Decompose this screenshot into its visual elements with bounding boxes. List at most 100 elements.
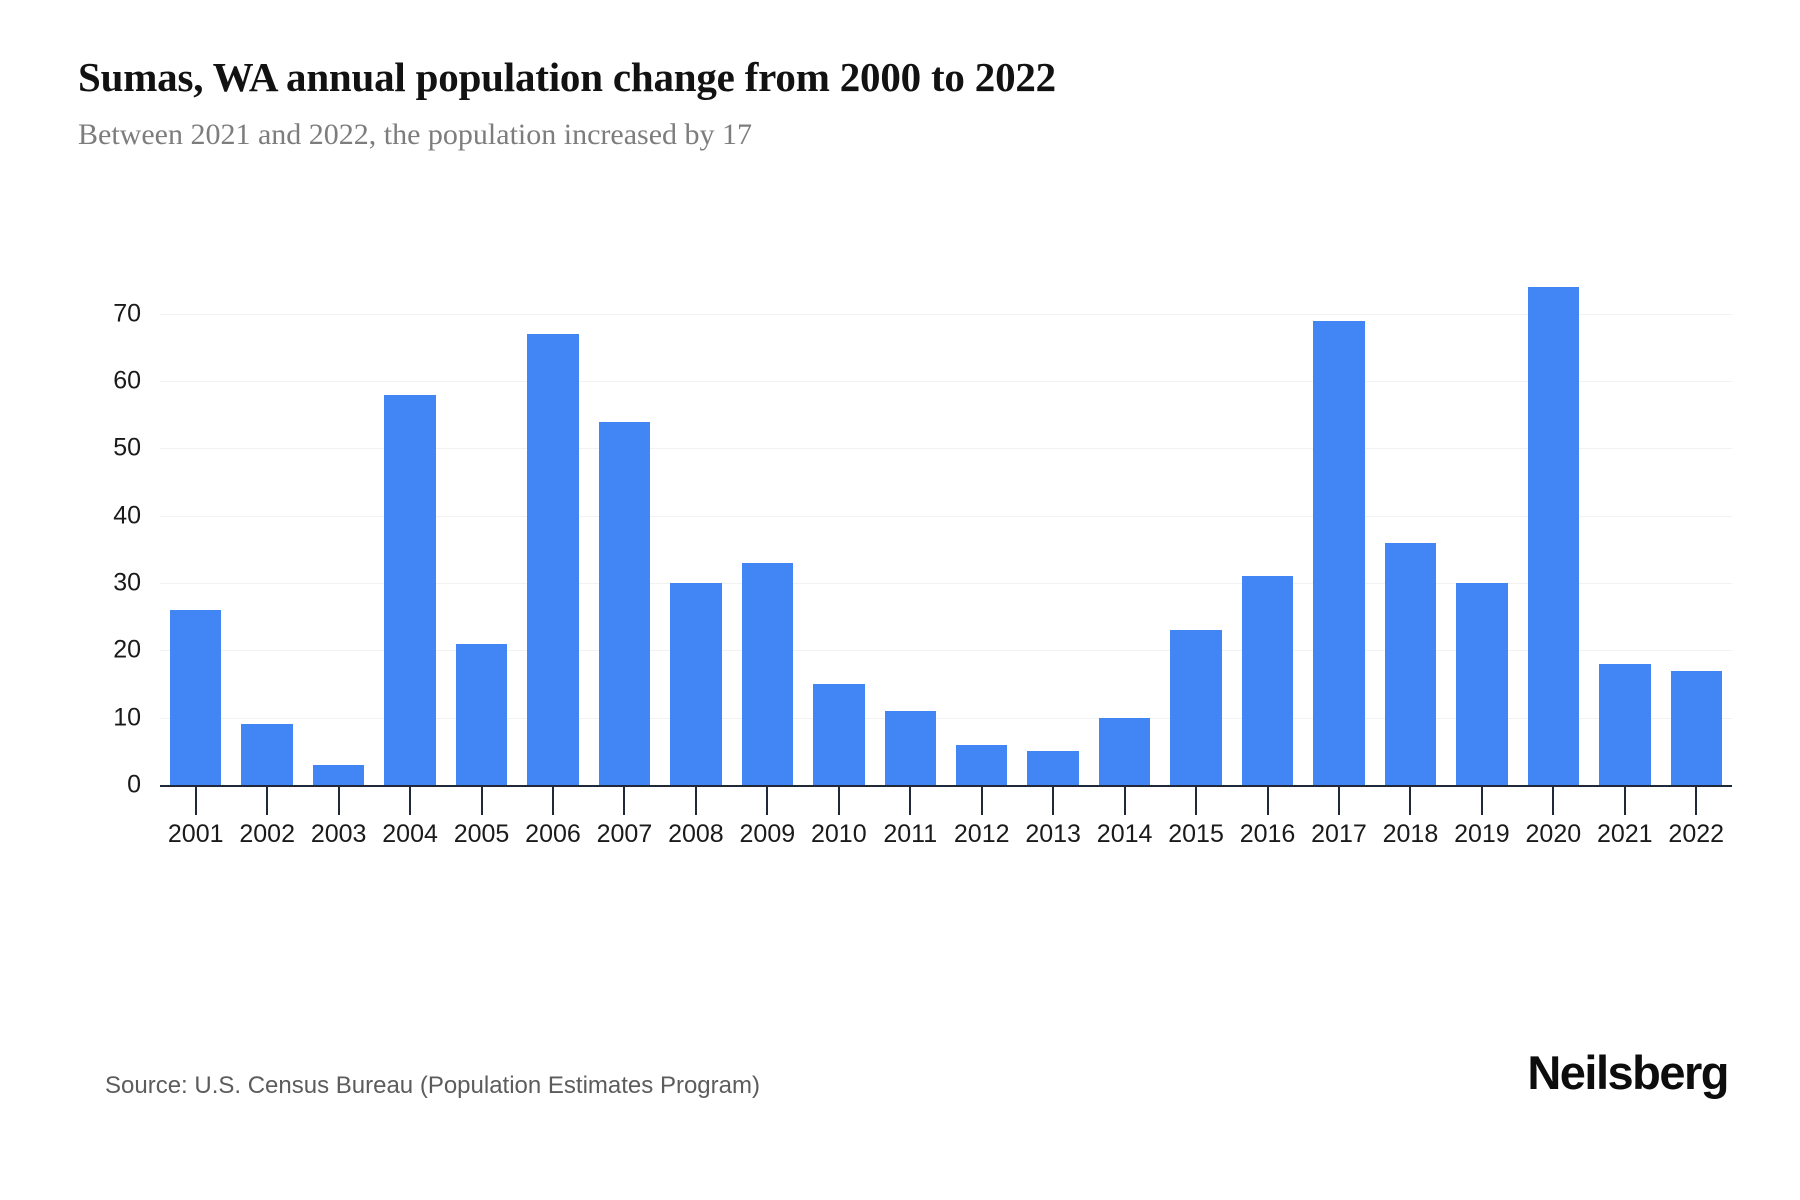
x-axis-tick bbox=[409, 787, 412, 815]
bar-slot bbox=[732, 260, 803, 785]
bar[interactable] bbox=[1456, 583, 1508, 785]
y-axis-tick-label: 50 bbox=[113, 433, 141, 462]
bar-slot bbox=[231, 260, 302, 785]
tick-slot bbox=[875, 787, 946, 815]
x-axis-tick bbox=[337, 787, 340, 815]
x-axis-tick bbox=[266, 787, 269, 815]
bar[interactable] bbox=[455, 643, 508, 785]
bar-slot bbox=[160, 260, 231, 785]
x-axis-tick-label: 2005 bbox=[453, 820, 510, 848]
bar[interactable] bbox=[1599, 663, 1651, 785]
x-axis-tick bbox=[1337, 787, 1340, 815]
bar-slot bbox=[1017, 260, 1088, 785]
tick-slot bbox=[1446, 787, 1517, 815]
x-axis-tick-label: 2018 bbox=[1382, 820, 1439, 848]
bar[interactable] bbox=[241, 724, 293, 785]
bar[interactable] bbox=[170, 610, 222, 785]
tick-slot bbox=[446, 787, 517, 815]
x-axis-tick bbox=[1552, 787, 1555, 815]
bar[interactable] bbox=[598, 421, 651, 785]
bar-slot bbox=[803, 260, 874, 785]
x-axis-tick bbox=[1480, 787, 1483, 815]
bar-slot bbox=[1375, 260, 1446, 785]
bar[interactable] bbox=[384, 394, 436, 785]
x-axis-tick bbox=[1195, 787, 1198, 815]
gridline bbox=[160, 717, 1732, 719]
x-axis-tick-label: 2001 bbox=[167, 820, 224, 848]
x-axis-tick-label: 2006 bbox=[525, 820, 581, 848]
gridline bbox=[160, 515, 1732, 517]
bar[interactable] bbox=[670, 583, 722, 785]
x-axis-tick bbox=[1623, 787, 1626, 815]
bar-slot bbox=[1089, 260, 1160, 785]
bar-slot bbox=[374, 260, 445, 785]
tick-slot bbox=[803, 787, 874, 815]
x-axis-tick bbox=[1052, 787, 1055, 815]
y-axis-tick-label: 10 bbox=[113, 703, 141, 732]
bar[interactable] bbox=[1241, 576, 1294, 785]
x-axis-tick-label: 2013 bbox=[1025, 820, 1081, 848]
source-note: Source: U.S. Census Bureau (Population E… bbox=[105, 1072, 760, 1099]
y-axis-tick-label: 70 bbox=[113, 299, 141, 328]
page-subtitle: Between 2021 and 2022, the population in… bbox=[78, 118, 753, 151]
x-axis-tick-label: 2010 bbox=[810, 820, 867, 848]
x-axis-tick bbox=[1266, 787, 1269, 815]
bar-slot bbox=[517, 260, 588, 785]
bar[interactable] bbox=[1098, 717, 1151, 785]
x-axis-tick bbox=[480, 787, 483, 815]
bar[interactable] bbox=[527, 334, 579, 785]
y-axis-tick-label: 40 bbox=[113, 501, 141, 530]
bar-slot bbox=[1160, 260, 1231, 785]
tick-slot bbox=[1661, 787, 1732, 815]
x-axis-tick-label: 2017 bbox=[1311, 820, 1367, 848]
x-axis-tick-label: 2003 bbox=[310, 820, 367, 848]
bar-slot bbox=[589, 260, 660, 785]
bar-slot bbox=[1446, 260, 1517, 785]
bar[interactable] bbox=[1527, 286, 1580, 785]
x-axis-tick bbox=[909, 787, 912, 815]
bar[interactable] bbox=[1027, 751, 1079, 785]
bar[interactable] bbox=[741, 562, 794, 785]
x-axis-tick bbox=[837, 787, 840, 815]
bar-slot bbox=[1661, 260, 1732, 785]
x-axis-tick bbox=[551, 787, 554, 815]
plot-gridlines bbox=[160, 260, 1732, 785]
bar[interactable] bbox=[1170, 630, 1222, 785]
x-axis-tick bbox=[980, 787, 983, 815]
x-axis-tick-label: 2016 bbox=[1239, 820, 1296, 848]
x-axis-tick-label: 2022 bbox=[1668, 820, 1725, 848]
x-axis-tick-label: 2009 bbox=[739, 820, 796, 848]
gridline bbox=[160, 381, 1732, 383]
x-axis-tick bbox=[194, 787, 197, 815]
y-axis-tick-label: 0 bbox=[127, 770, 141, 799]
bar[interactable] bbox=[884, 710, 936, 785]
tick-slot bbox=[589, 787, 660, 815]
bar[interactable] bbox=[1670, 670, 1722, 785]
y-axis-tick-label: 30 bbox=[113, 568, 141, 597]
bar[interactable] bbox=[955, 744, 1008, 785]
x-axis-tick bbox=[766, 787, 769, 815]
tick-slot bbox=[1303, 787, 1374, 815]
x-axis-labels: 2001 2002 2003 2004 2005 2006 2007 2008 2009 2010… bbox=[160, 820, 1732, 860]
x-axis-tick-label: 2004 bbox=[382, 820, 438, 848]
bar-slot bbox=[946, 260, 1017, 785]
bar-slot bbox=[875, 260, 946, 785]
tick-slot bbox=[1375, 787, 1446, 815]
x-axis-tick-label: 2007 bbox=[596, 820, 653, 848]
bar-series bbox=[160, 260, 1732, 785]
bar[interactable] bbox=[1384, 542, 1437, 785]
bar[interactable] bbox=[1313, 320, 1365, 785]
bar[interactable] bbox=[813, 684, 865, 785]
bar-slot bbox=[1518, 260, 1589, 785]
bar[interactable] bbox=[312, 764, 365, 785]
tick-slot bbox=[1017, 787, 1088, 815]
brand-logo: Neilsberg bbox=[1527, 1046, 1729, 1099]
x-axis-tick-label: 2002 bbox=[239, 820, 295, 848]
tick-slot bbox=[1160, 787, 1231, 815]
gridline bbox=[160, 313, 1732, 315]
bar-slot bbox=[1589, 260, 1660, 785]
bar-slot bbox=[303, 260, 374, 785]
x-axis-tick-label: 2012 bbox=[953, 820, 1010, 848]
x-axis-tick bbox=[694, 787, 697, 815]
